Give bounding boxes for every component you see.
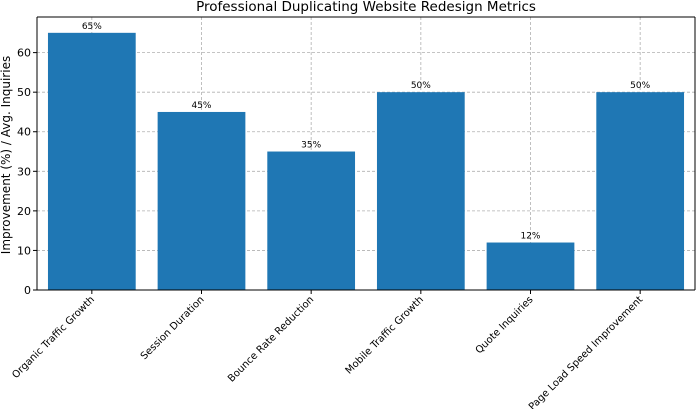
y-tick-label: 60 bbox=[17, 47, 31, 60]
x-tick-label: Session Duration bbox=[139, 294, 207, 362]
data-label: 12% bbox=[520, 232, 540, 242]
bar bbox=[157, 111, 246, 291]
x-tick-label: Bounce Rate Reduction bbox=[226, 294, 316, 384]
y-tick-labels: 0 10 20 30 40 50 60 bbox=[17, 47, 31, 297]
axes bbox=[33, 16, 696, 294]
y-tick-label: 40 bbox=[17, 126, 31, 139]
bars bbox=[47, 32, 685, 291]
x-tick-labels: Organic Traffic Growth Session Duration Bo… bbox=[10, 294, 645, 409]
x-tick-label: Page Load Speed Improvement bbox=[527, 294, 645, 409]
data-labels: 65% 45% 35% 50% 12% 50% bbox=[82, 22, 651, 242]
x-tick-label: Quote Inquiries bbox=[474, 294, 536, 356]
data-label: 65% bbox=[82, 22, 102, 32]
bar bbox=[267, 151, 356, 290]
y-tick-label: 10 bbox=[17, 244, 31, 257]
y-tick-label: 30 bbox=[17, 165, 31, 178]
y-axis-label: Improvement (%) / Avg. Inquiries bbox=[0, 56, 13, 254]
x-tick-label: Organic Traffic Growth bbox=[10, 294, 97, 381]
data-label: 35% bbox=[301, 141, 321, 151]
y-tick-label: 20 bbox=[17, 205, 31, 218]
bar bbox=[376, 92, 465, 290]
data-label: 50% bbox=[411, 81, 431, 91]
data-label: 50% bbox=[630, 81, 650, 91]
bar bbox=[596, 92, 685, 290]
x-tick-label: Mobile Traffic Growth bbox=[344, 294, 426, 376]
chart-title: Professional Duplicating Website Redesig… bbox=[196, 0, 536, 15]
data-label: 45% bbox=[191, 101, 211, 111]
bar bbox=[47, 32, 136, 291]
bar bbox=[486, 242, 575, 290]
y-tick-label: 50 bbox=[17, 86, 31, 99]
y-tick-label: 0 bbox=[24, 284, 31, 297]
